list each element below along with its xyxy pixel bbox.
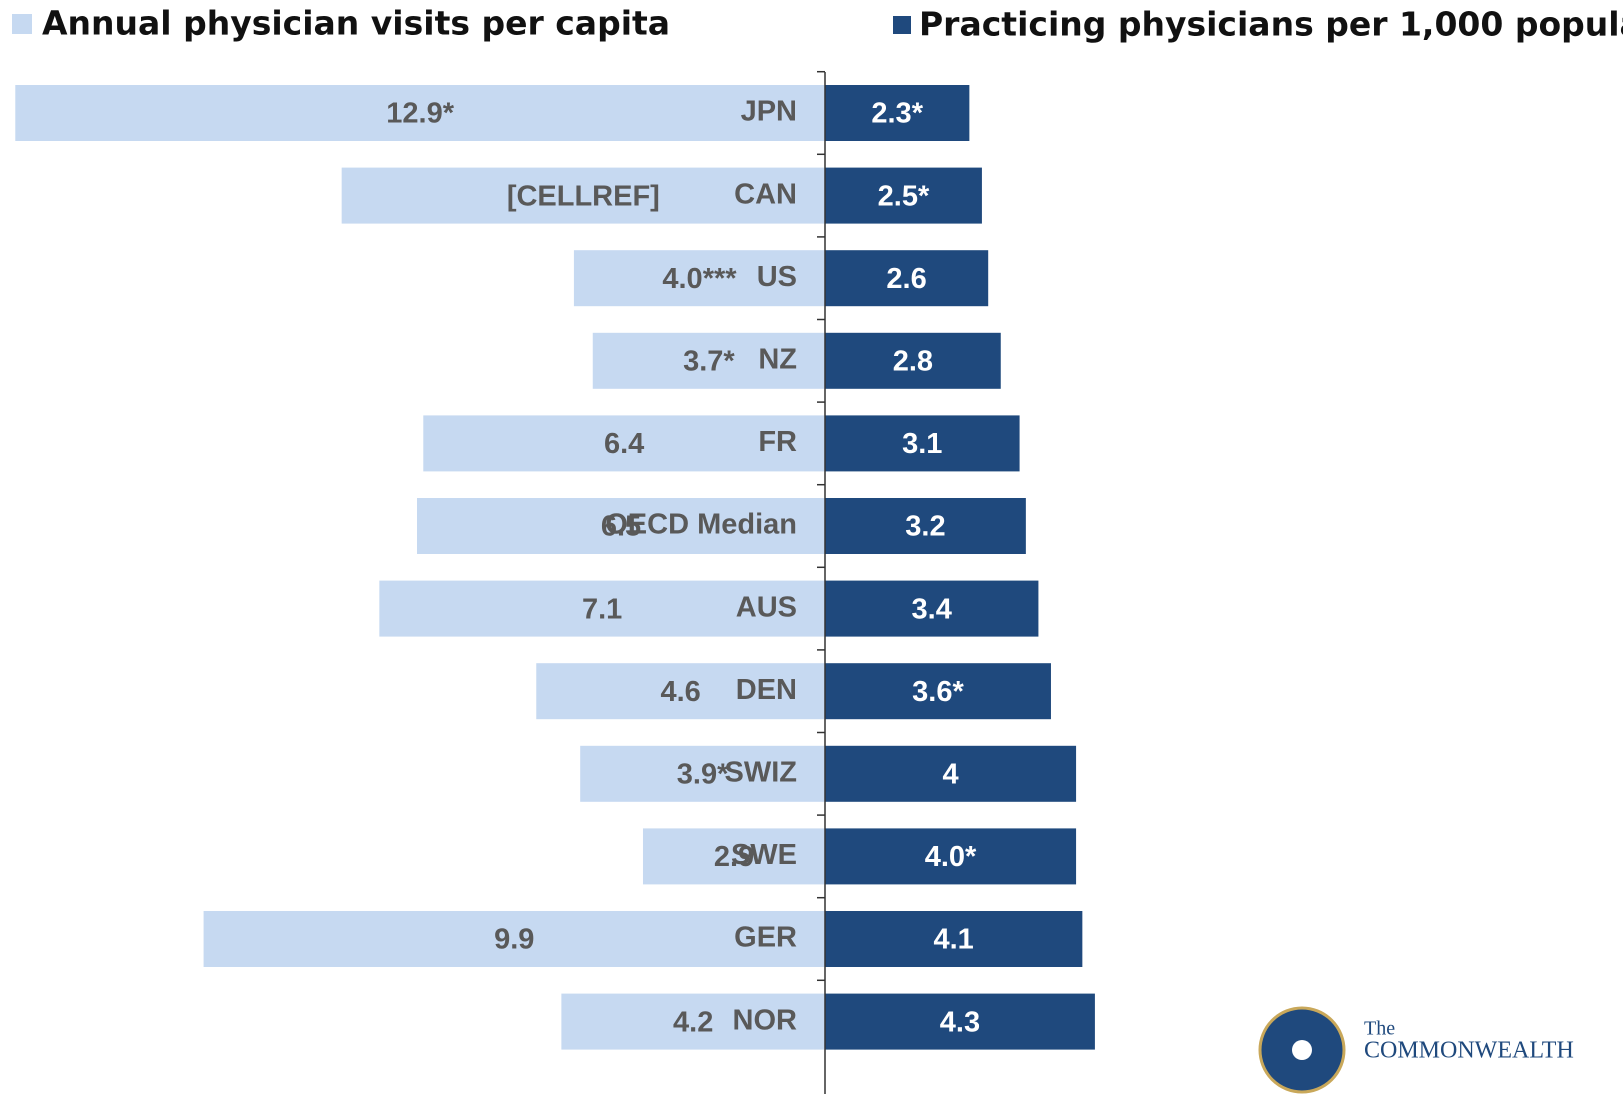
logo-star (1292, 1040, 1312, 1060)
logo: The COMMONWEALTH (1258, 1006, 1574, 1094)
value-label: 6.4 (604, 428, 644, 460)
legend-swatch (12, 14, 32, 34)
bar (825, 663, 1051, 720)
value-label: 2.5* (878, 180, 930, 212)
category-label: NOR (733, 1004, 798, 1036)
bar (825, 911, 1083, 967)
category-label: AUS (736, 591, 797, 623)
bar (825, 828, 1077, 885)
bar (825, 332, 1001, 389)
bar (341, 167, 825, 224)
value-label: 3.6* (912, 676, 964, 708)
value-label: 2.6 (886, 263, 926, 295)
legend-swatch (893, 16, 911, 34)
bar (825, 993, 1095, 1050)
bar (580, 745, 825, 802)
value-label: 9.9 (494, 924, 534, 956)
bar (561, 993, 825, 1050)
value-label: [CELLREF] (507, 180, 660, 212)
value-label: 4.0* (925, 841, 977, 873)
bar (536, 663, 825, 720)
bar (825, 250, 989, 307)
bar (592, 332, 825, 389)
bar (203, 911, 826, 967)
category-label: SWIZ (725, 756, 798, 788)
logo-text: COMMONWEALTH (1364, 1038, 1574, 1064)
category-label: US (757, 261, 797, 293)
value-label: 2.9 (714, 841, 754, 873)
bar (825, 167, 982, 224)
value-label: 12.9* (386, 98, 454, 130)
legend-label: Annual physician visits per capita (42, 4, 670, 43)
category-label: SWE (731, 839, 797, 871)
bar (15, 85, 826, 141)
value-label: 4 (942, 758, 958, 790)
category-label: OECD Median (605, 509, 797, 541)
bar (423, 415, 825, 472)
value-label: 2.8 (893, 345, 933, 377)
value-label: 3.1 (902, 428, 942, 460)
category-label: DEN (736, 674, 797, 706)
bar (417, 498, 825, 554)
bar (825, 85, 970, 141)
bar (825, 415, 1020, 472)
category-label: CAN (734, 178, 797, 210)
category-label: JPN (741, 96, 797, 128)
value-label: 4.6 (660, 676, 700, 708)
value-label: 4.1 (934, 924, 974, 956)
value-label: 4.2 (673, 1006, 713, 1038)
category-label: GER (734, 922, 797, 954)
bar (825, 745, 1077, 802)
legend-label: Practicing physicians per 1,000 populati… (919, 5, 1623, 44)
category-label: FR (758, 426, 797, 458)
bar (825, 580, 1039, 637)
value-label: 6.5 (601, 511, 641, 543)
bar (379, 580, 825, 637)
logo-text: The (1364, 1018, 1395, 1040)
value-label: 3.7* (683, 345, 735, 377)
value-label: 3.9* (677, 758, 729, 790)
value-label: 3.4 (912, 593, 952, 625)
bar (573, 250, 825, 307)
value-label: 3.2 (905, 511, 945, 543)
category-label: NZ (758, 343, 797, 375)
value-label: 2.3* (871, 98, 923, 130)
value-label: 4.0*** (662, 263, 737, 295)
value-label: 4.3 (940, 1006, 980, 1038)
bar (642, 828, 825, 885)
bar (825, 498, 1026, 554)
value-label: 7.1 (582, 593, 622, 625)
